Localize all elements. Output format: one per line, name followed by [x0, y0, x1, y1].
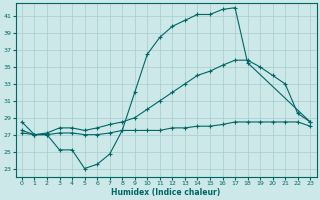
X-axis label: Humidex (Indice chaleur): Humidex (Indice chaleur)	[111, 188, 221, 197]
